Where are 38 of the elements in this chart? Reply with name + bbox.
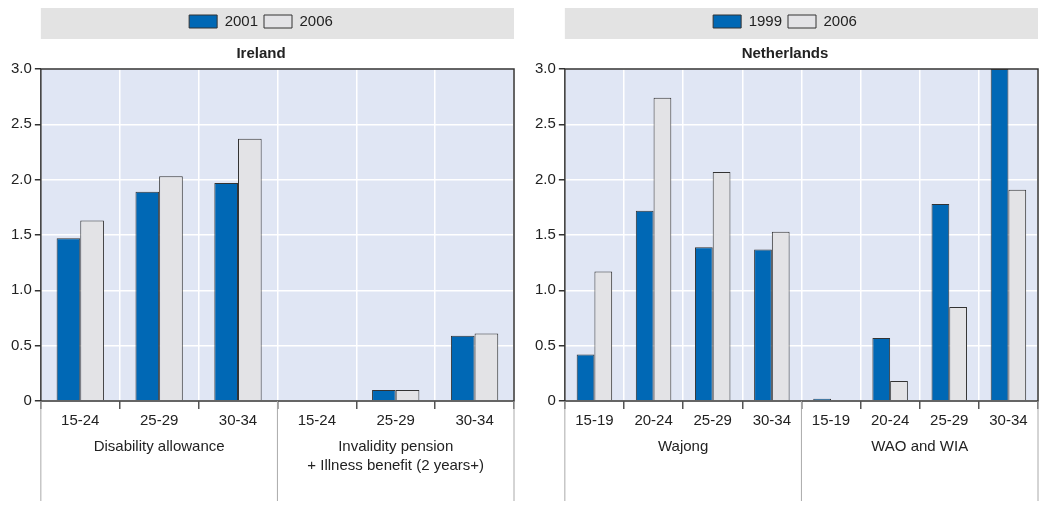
- x-tick-label: 30-34: [218, 411, 258, 429]
- text: Disability allowance: [93, 436, 225, 454]
- x-tick-label: 20-24: [870, 411, 910, 429]
- text: 2006: [299, 11, 333, 29]
- x-tick-label: 15-19: [811, 411, 851, 429]
- x-tick-label: 15-24: [297, 411, 337, 429]
- x-tick-label: 25-29: [693, 411, 732, 429]
- x-tick-label: 30-34: [455, 411, 494, 429]
- x-tick-label: 25-29: [930, 411, 969, 429]
- y-tick-label: 0: [547, 391, 556, 409]
- text: Wajong: [657, 436, 709, 454]
- legend-label: 1999: [748, 11, 783, 29]
- x-tick-label: 15-19: [575, 411, 614, 429]
- legend-label: 2001: [224, 11, 259, 29]
- x-tick-label: 30-34: [989, 411, 1028, 429]
- x-tick-label: 25-29: [376, 411, 415, 429]
- y-tick-label: 3.0: [10, 59, 32, 77]
- x-tick-label: 15-24: [61, 411, 100, 429]
- y-tick-label: 1.5: [10, 225, 32, 243]
- y-tick-label: 2.5: [534, 114, 556, 132]
- y-tick-label: 1.5: [534, 225, 556, 243]
- y-tick-label: 1.0: [534, 280, 556, 298]
- text: Invalidity pension + Illness benefit (2 years+): [307, 436, 485, 473]
- chart-title: Netherlands: [741, 44, 829, 62]
- y-tick-label: 3.0: [534, 59, 556, 77]
- y-tick-label: 2.0: [10, 169, 32, 187]
- text: WAO and WIA: [871, 436, 969, 454]
- y-tick-label: 2.0: [534, 169, 556, 187]
- y-tick-label: 2.5: [10, 114, 32, 132]
- x-tick-label: 30-34: [752, 411, 792, 429]
- x-tick-label: 25-29: [139, 411, 179, 429]
- y-tick-label: 0.5: [10, 335, 32, 353]
- y-tick-label: 0: [23, 391, 32, 409]
- x-tick-label: 20-24: [634, 411, 673, 429]
- y-tick-label: 1.0: [10, 280, 32, 298]
- text: 2006: [823, 11, 857, 29]
- y-tick-label: 0.5: [534, 335, 556, 353]
- chart-title: Ireland: [236, 44, 286, 62]
